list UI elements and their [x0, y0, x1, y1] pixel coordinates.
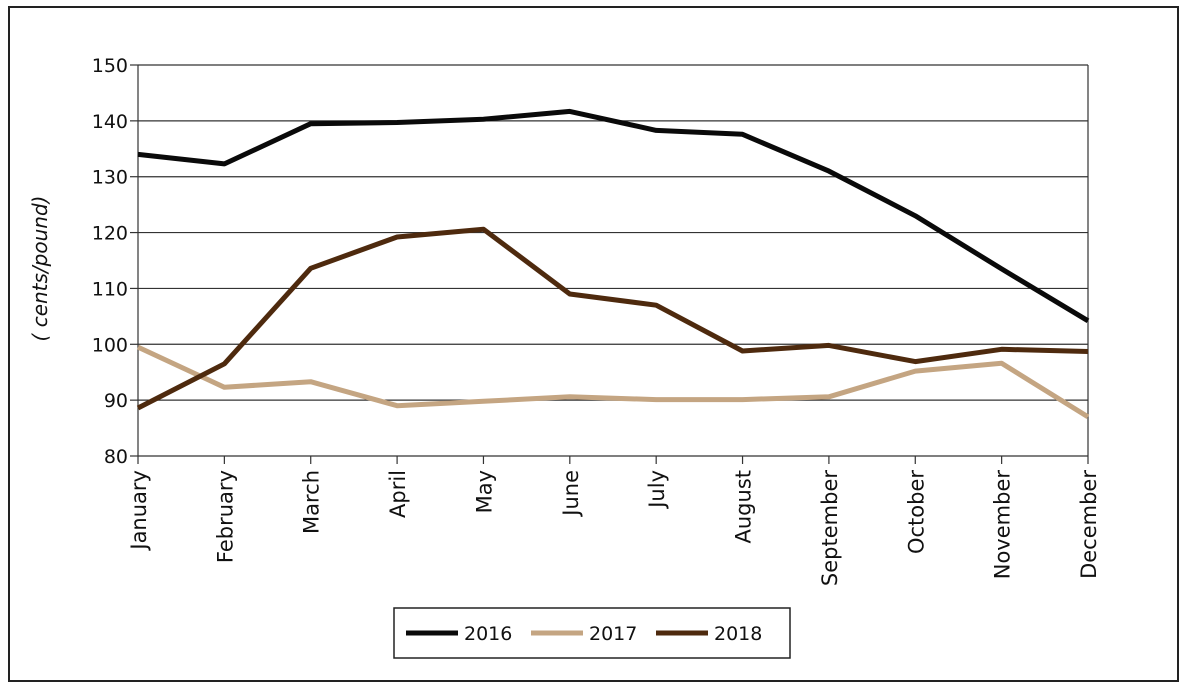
x-tick-label: June [559, 470, 583, 518]
x-tick-label: October [904, 470, 928, 554]
y-tick-label: 120 [92, 223, 128, 245]
y-tick-label: 110 [92, 278, 128, 300]
series-lines [136, 108, 1090, 420]
y-axis-label: ( cents/pound) [28, 196, 52, 342]
x-tick-label: September [818, 470, 842, 586]
legend-box [393, 607, 791, 659]
y-tick-label: 140 [92, 111, 128, 133]
x-tick-label: May [472, 470, 496, 513]
y-tick-label: 100 [92, 334, 128, 356]
series-line-2018 [136, 226, 1089, 411]
x-tick-label: February [213, 470, 237, 563]
legend: 2016 2017 2018 [393, 607, 791, 659]
gridlines [137, 64, 1089, 457]
series-line-2017 [136, 344, 1090, 420]
x-tick-label: December [1077, 470, 1101, 579]
legend-label: 2016 [464, 623, 512, 645]
x-tick-label: April [386, 470, 410, 518]
y-tick-label: 90 [104, 390, 128, 412]
y-tick-label: 130 [92, 167, 128, 189]
x-tick-label: November [991, 470, 1015, 580]
legend-label: 2017 [589, 623, 637, 645]
x-tick-label: July [645, 470, 669, 510]
x-tick-label: January [127, 470, 151, 552]
chart-frame: 80 90 100 110 120 130 140 150 January February Ma… [8, 6, 1179, 682]
y-tick-label: 150 [92, 55, 128, 77]
x-tick-label: August [732, 470, 756, 544]
line-chart: 80 90 100 110 120 130 140 150 January February Ma… [28, 55, 1101, 659]
legend-label: 2018 [714, 623, 762, 645]
y-axis-ticks: 80 90 100 110 120 130 140 150 [92, 55, 138, 468]
x-tick-label: March [300, 470, 324, 534]
x-axis: January February March April May June July Augu… [127, 456, 1101, 586]
y-tick-label: 80 [104, 446, 128, 468]
series-line-2016 [137, 108, 1090, 323]
